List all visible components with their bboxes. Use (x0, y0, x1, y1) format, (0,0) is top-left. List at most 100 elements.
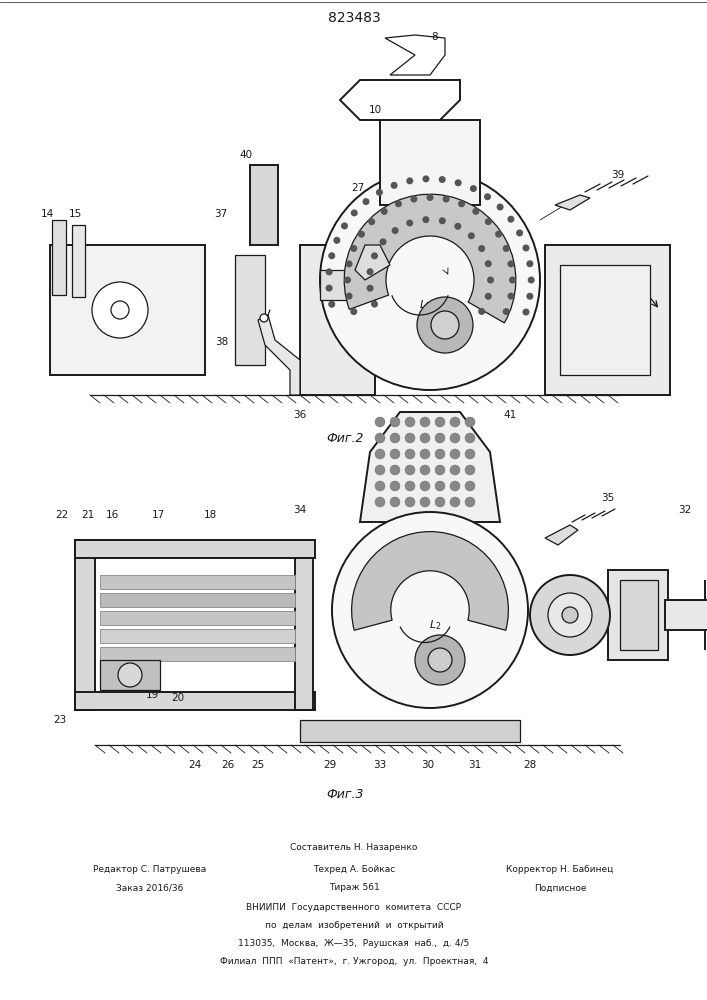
Circle shape (527, 260, 533, 267)
Text: 16: 16 (105, 510, 119, 520)
Circle shape (468, 232, 475, 239)
Circle shape (363, 198, 370, 205)
Wedge shape (351, 532, 508, 630)
Polygon shape (545, 525, 578, 545)
Circle shape (420, 449, 430, 459)
Text: 113035,  Москва,  Ж—35,  Раушская  наб.,  д. 4/5: 113035, Москва, Ж—35, Раушская наб., д. … (238, 940, 469, 948)
Text: 30: 30 (421, 760, 435, 770)
Circle shape (435, 449, 445, 459)
Text: 823483: 823483 (327, 11, 380, 25)
Circle shape (420, 481, 430, 491)
Bar (52, 220, 66, 295)
Circle shape (527, 276, 534, 284)
Text: 36: 36 (293, 410, 307, 420)
Bar (100, 593, 295, 607)
Text: 26: 26 (221, 760, 235, 770)
Circle shape (508, 260, 515, 267)
Circle shape (435, 465, 445, 475)
Circle shape (366, 268, 373, 275)
Circle shape (470, 185, 477, 192)
Circle shape (328, 252, 335, 259)
Polygon shape (360, 412, 500, 522)
Text: 39: 39 (612, 170, 624, 180)
Bar (620, 580, 658, 650)
Circle shape (407, 177, 414, 184)
Circle shape (341, 222, 348, 229)
Circle shape (450, 417, 460, 427)
Text: Фиг.3: Фиг.3 (326, 788, 363, 802)
Circle shape (260, 314, 268, 322)
Circle shape (420, 417, 430, 427)
Circle shape (450, 497, 460, 507)
Bar (380, 120, 480, 205)
Circle shape (326, 268, 332, 275)
Circle shape (455, 179, 462, 186)
Text: 28: 28 (523, 760, 537, 770)
Circle shape (390, 465, 400, 475)
Circle shape (428, 648, 452, 672)
Text: Подписное: Подписное (534, 884, 586, 892)
Circle shape (472, 208, 479, 215)
Circle shape (450, 449, 460, 459)
Circle shape (351, 209, 358, 216)
Circle shape (395, 200, 402, 207)
Circle shape (344, 276, 351, 284)
Text: Составитель Н. Назаренко: Составитель Н. Назаренко (291, 844, 418, 852)
Circle shape (435, 481, 445, 491)
Bar (100, 647, 295, 661)
Circle shape (118, 663, 142, 687)
Circle shape (527, 293, 533, 300)
Circle shape (328, 301, 335, 308)
Circle shape (420, 433, 430, 443)
Circle shape (465, 497, 475, 507)
Bar (72, 225, 85, 297)
Bar (300, 720, 520, 742)
Circle shape (405, 417, 415, 427)
Text: Заказ 2016/36: Заказ 2016/36 (117, 884, 184, 892)
Text: 25: 25 (252, 760, 264, 770)
Circle shape (346, 293, 353, 300)
Circle shape (465, 465, 475, 475)
Circle shape (496, 204, 503, 211)
Circle shape (405, 481, 415, 491)
Circle shape (405, 449, 415, 459)
Text: 21: 21 (81, 510, 95, 520)
Circle shape (390, 433, 400, 443)
Bar (320, 270, 375, 300)
Bar (665, 600, 707, 630)
Circle shape (426, 194, 433, 201)
Circle shape (410, 196, 417, 203)
Circle shape (390, 449, 400, 459)
Circle shape (485, 293, 492, 300)
Circle shape (92, 282, 148, 338)
Circle shape (390, 182, 397, 189)
Circle shape (435, 497, 445, 507)
Circle shape (439, 217, 446, 224)
Bar (235, 255, 265, 365)
Circle shape (415, 635, 465, 685)
Circle shape (443, 196, 450, 203)
Text: 17: 17 (151, 510, 165, 520)
Bar (100, 629, 295, 643)
Text: 38: 38 (216, 337, 228, 347)
Text: 18: 18 (204, 510, 216, 520)
Circle shape (455, 223, 462, 230)
Circle shape (358, 231, 365, 238)
Polygon shape (258, 315, 300, 395)
Circle shape (375, 433, 385, 443)
Circle shape (405, 465, 415, 475)
Circle shape (485, 218, 492, 225)
Circle shape (465, 417, 475, 427)
Text: Редактор С. Патрушева: Редактор С. Патрушева (93, 865, 206, 874)
Circle shape (350, 245, 357, 252)
Circle shape (407, 219, 413, 226)
Polygon shape (385, 35, 445, 75)
Bar (100, 575, 295, 589)
Text: 37: 37 (214, 209, 228, 219)
Circle shape (522, 309, 530, 316)
Text: 15: 15 (69, 209, 81, 219)
Text: 27: 27 (351, 183, 365, 193)
Polygon shape (355, 245, 390, 280)
Circle shape (530, 575, 610, 655)
Circle shape (465, 433, 475, 443)
